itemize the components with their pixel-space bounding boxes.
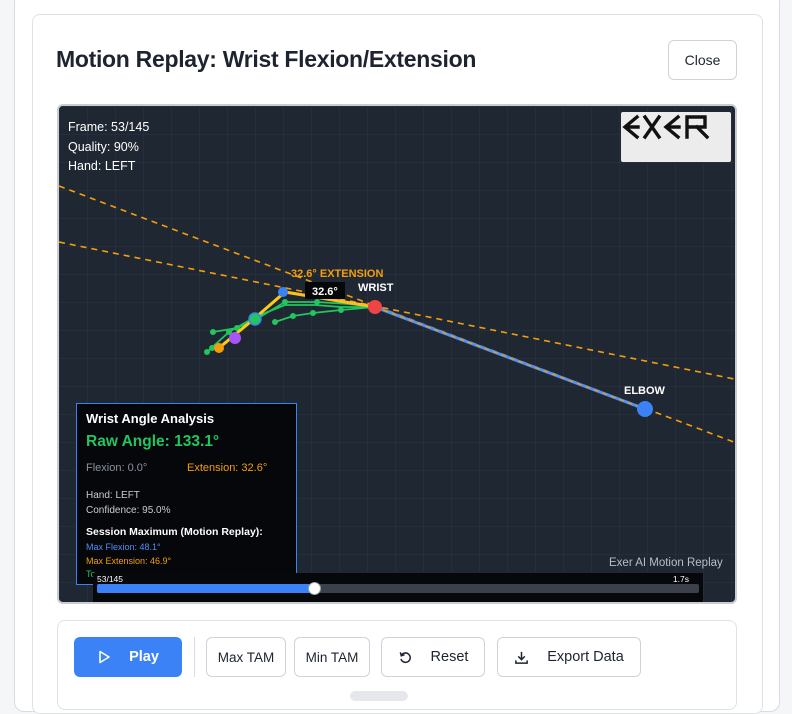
min-tam-button[interactable]: Min TAM [294,637,370,677]
wrist-angle-analysis-panel: Wrist Angle Analysis Raw Angle: 133.1° F… [76,403,297,585]
timeline-scrubber-handle[interactable] [308,582,322,595]
hand-value: Hand: LEFT [86,490,140,501]
quality-readout: Quality: 90% [68,139,139,154]
extension-angle-label: 32.6° EXTENSION [291,268,383,280]
scroll-hint [350,691,408,701]
forearm-axis [374,306,646,410]
timeline-frame-label: 53/145 [97,574,123,584]
reset-button[interactable]: Reset [381,637,485,677]
analysis-title: Wrist Angle Analysis [86,411,215,426]
elbow-joint [637,401,653,417]
knuckle-joint [278,287,288,297]
max-tam-button[interactable]: Max TAM [206,637,286,677]
max-extension: Max Extension: 46.9° [86,556,172,566]
modal-title: Motion Replay: Wrist Flexion/Extension [56,46,477,72]
extension-value: Extension: 32.6° [187,462,268,474]
timeline[interactable]: 53/145 1.7s [93,573,703,602]
angle-badge: 32.6° [312,286,338,298]
exer-logo [621,112,731,162]
raw-angle: Raw Angle: 133.1° [86,433,220,450]
extension-angle-line [284,290,376,309]
export-data-button[interactable]: Export Data [497,637,641,677]
timeline-progress [97,584,315,593]
export-label: Export Data [547,649,624,665]
hand-readout: Hand: LEFT [68,159,136,173]
frame-info: Frame: 53/145 Quality: 90% Hand: LEFT [68,118,149,177]
timeline-end-label: 1.7s [672,574,689,584]
total-partial: To [86,569,96,579]
download-icon [514,650,529,665]
hand-joint-orange [214,343,224,353]
play-label: Play [129,649,159,665]
frame-counter: Frame: 53/145 [68,120,150,134]
max-flexion: Max Flexion: 48.1° [86,542,161,552]
wrist-label: WRIST [358,282,394,294]
session-maximum-title: Session Maximum (Motion Replay): [86,526,263,538]
angle-badge-bg [305,282,345,299]
confidence-value: Confidence: 95.0% [86,505,171,516]
playback-controls: Play Max TAM Min TAM Reset Export Data [57,620,737,710]
timeline-track[interactable] [97,582,699,595]
reset-label: Reset [430,649,469,665]
hand-joint-teal [248,312,262,326]
play-icon [97,650,111,664]
brand-caption: Exer AI Motion Replay [609,557,723,569]
replay-viewer[interactable]: 32.6° EXTENSION 32.6° WRIST ELBOW Frame:… [57,104,737,604]
flexion-value: Flexion: 0.0° [86,462,148,474]
reset-icon [398,650,413,665]
reference-line-lower [59,241,735,381]
hand-joint-purple [229,332,241,344]
controls-divider [194,637,195,677]
close-button[interactable]: Close [668,40,737,80]
exer-logo-mark [622,114,710,140]
wrist-joint [368,300,382,314]
elbow-label: ELBOW [624,385,666,397]
play-button[interactable]: Play [74,637,182,677]
